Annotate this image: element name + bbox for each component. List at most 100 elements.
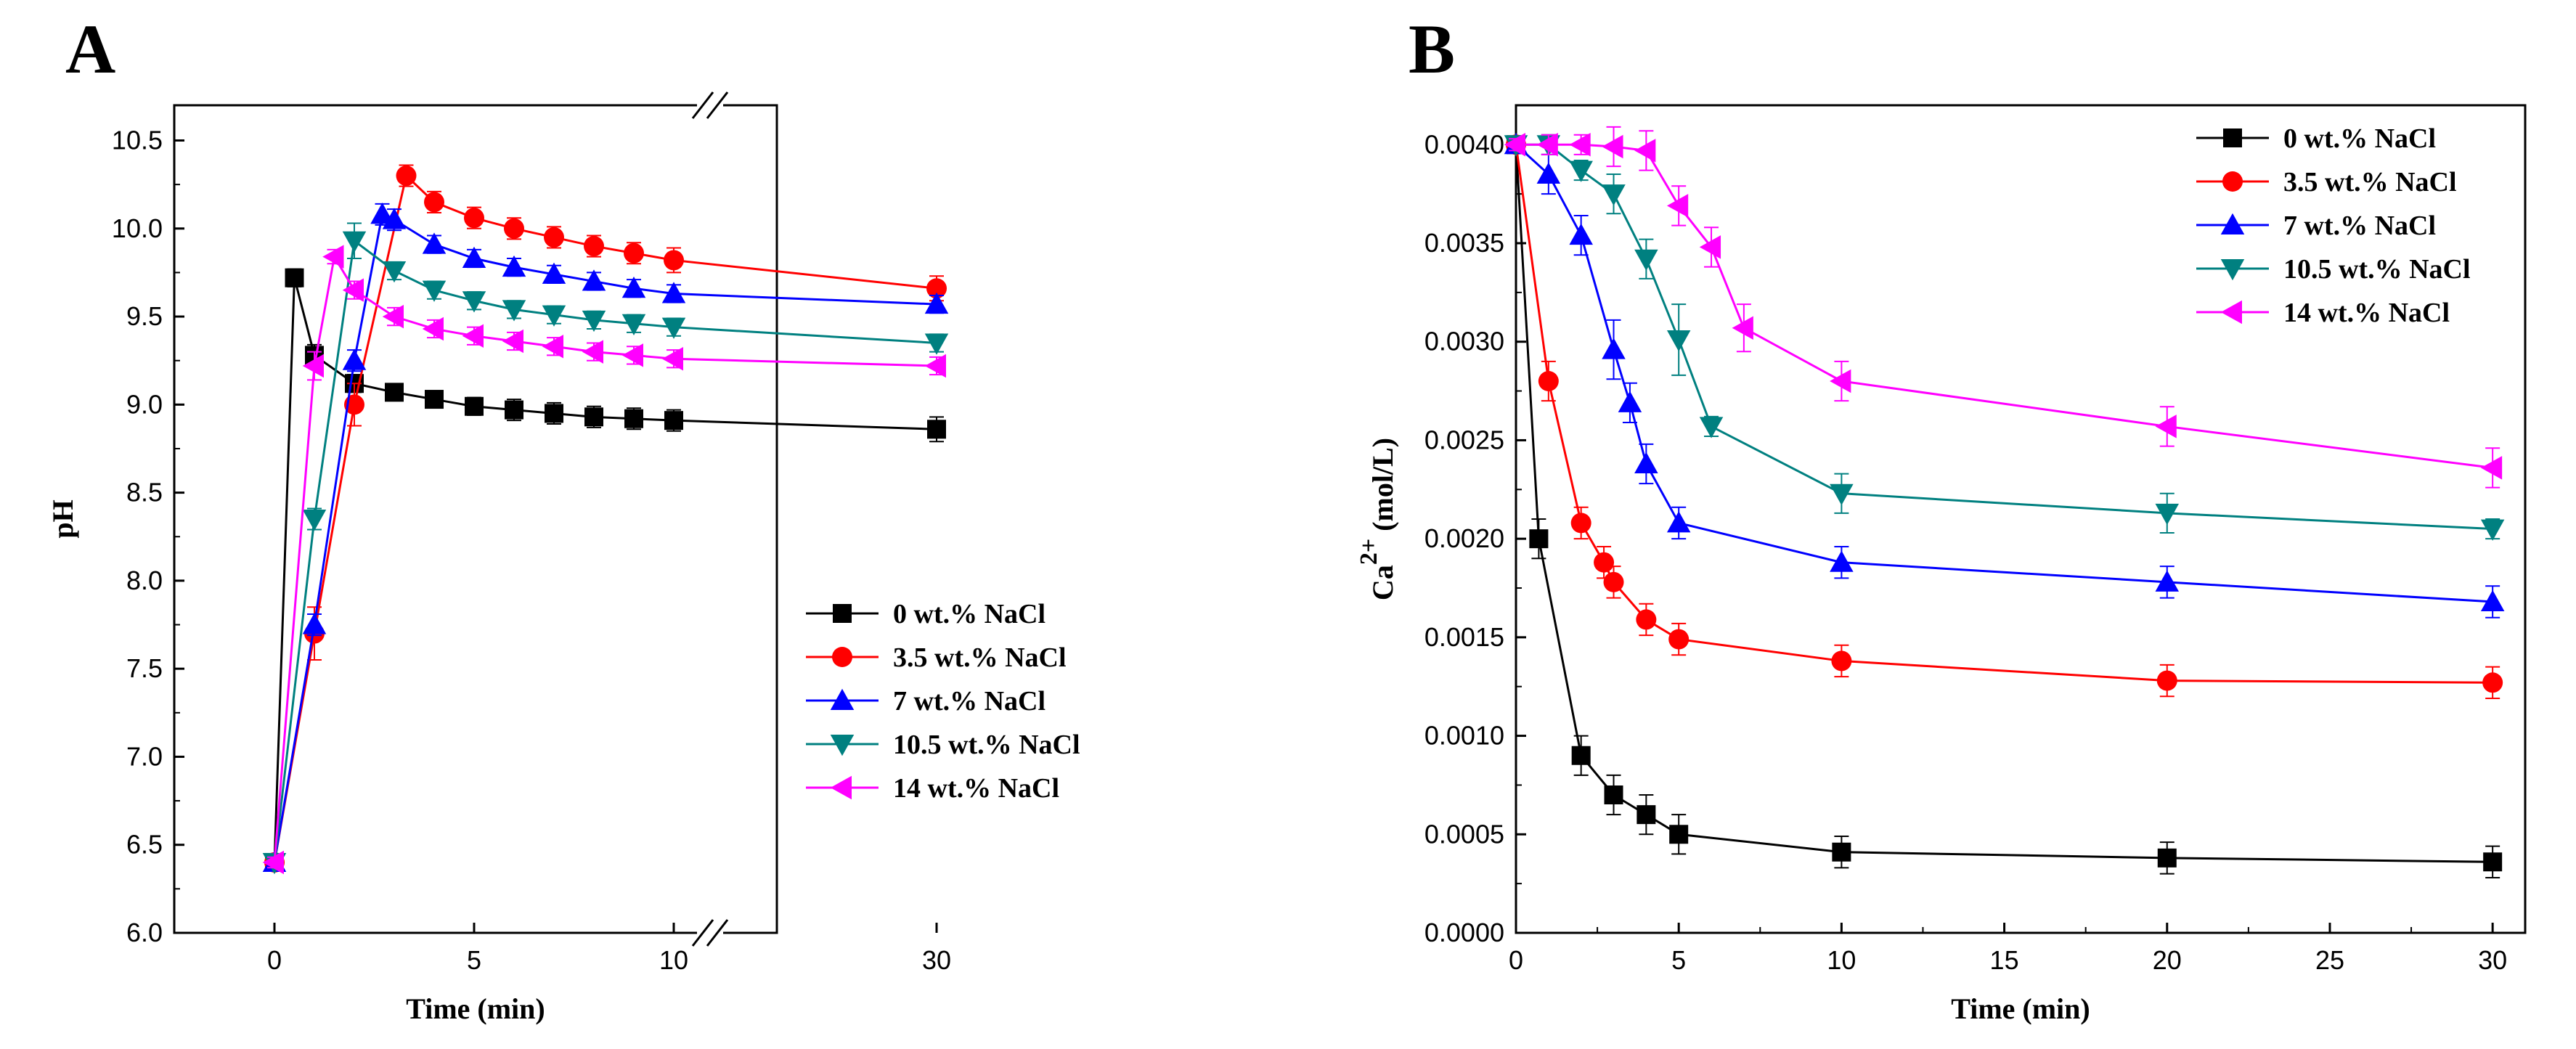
panel-a-xtick-label-2: 10 xyxy=(659,945,688,975)
panel-b-x-axis-title: Time (min) xyxy=(1951,992,2090,1025)
panel-a-series-7-wt-nacl xyxy=(262,203,949,872)
panel-a-legend-item-0-wt-nacl-label: 0 wt.% NaCl xyxy=(893,599,1046,629)
panel-a-ytick-label-8: 10.0 xyxy=(112,213,163,243)
panel-b-ytick-label-0: 0.0000 xyxy=(1424,918,1504,947)
panel-a-ytick-label-7: 9.5 xyxy=(126,301,163,331)
panel-a-series-10-5-wt-nacl-point-2 xyxy=(342,231,367,253)
panel-b-xtick-label-5: 25 xyxy=(2315,945,2344,975)
panel-b-series-7-wt-nacl-point-9 xyxy=(2480,589,2505,611)
panel-b-series-3-5-wt-nacl-point-3 xyxy=(1594,552,1615,573)
panel-a-series-14-wt-nacl-point-6 xyxy=(462,324,484,348)
panel-a-series-7-wt-nacl-point-9 xyxy=(582,269,606,291)
panel-b-series-14-wt-nacl-point-4 xyxy=(1634,139,1656,163)
panel-a-series-7-wt-nacl-point-7 xyxy=(502,255,526,277)
panel-b-series-14-wt-nacl-point-7 xyxy=(1732,316,1753,340)
panel-b-ytick-label-1: 0.0005 xyxy=(1424,819,1504,849)
panel-b-series-14-wt-nacl-point-10 xyxy=(2480,456,2503,480)
panel-b-series-10-5-wt-nacl-point-8 xyxy=(2155,503,2180,526)
panel-a-series-0-wt-nacl-point-9 xyxy=(584,407,603,427)
panel-a-series-14-wt-nacl-line xyxy=(273,253,937,863)
panel-a-xtick-label-0: 0 xyxy=(267,945,282,975)
panel-a-series-14-wt-nacl-point-2 xyxy=(322,245,344,269)
panel-b-series-7-wt-nacl xyxy=(1504,133,2505,619)
panel-b-series-14-wt-nacl-point-5 xyxy=(1666,194,1689,218)
panel-b-xtick-label-6: 30 xyxy=(2478,945,2507,975)
panel-a-series-10-5-wt-nacl-point-9 xyxy=(621,314,646,336)
panel-a-series-10-5-wt-nacl-point-3 xyxy=(382,261,407,283)
panel-a-series-0-wt-nacl-line xyxy=(273,277,937,863)
panel-b-series-7-wt-nacl-line xyxy=(1515,144,2493,603)
panel-b-series-3-5-wt-nacl-point-1 xyxy=(1538,371,1559,391)
panel-b-legend: 0 wt.% NaCl 3.5 wt.% NaCl 7 wt.% NaCl 10.5 … xyxy=(2196,123,2471,328)
panel-b-series-14-wt-nacl-point-6 xyxy=(1699,235,1721,259)
panel-b-series-0-wt-nacl-point-4 xyxy=(1637,805,1656,825)
panel-a-y-axis-title: pH xyxy=(46,499,79,538)
panel-a-series-7-wt-nacl-point-2 xyxy=(342,348,367,370)
panel-b-series-14-wt-nacl-point-0 xyxy=(1504,133,1525,157)
panel-a-series-14-wt-nacl-point-8 xyxy=(542,335,563,359)
panel-b-series-14-wt-nacl-point-8 xyxy=(1830,369,1851,393)
panel-b-series-0-wt-nacl-point-7 xyxy=(2157,848,2177,868)
panel-b-series-10-5-wt-nacl-point-3 xyxy=(1602,184,1626,206)
panel-a-legend-item-3-5-wt-nacl-marker xyxy=(832,647,852,667)
panel-b-series-10-5-wt-nacl-point-9 xyxy=(2480,519,2505,541)
panel-b-series-10-5-wt-nacl-point-2 xyxy=(1569,160,1593,182)
panel-a-series-14-wt-nacl-point-9 xyxy=(582,340,603,364)
panel-a-series-7-wt-nacl-point-5 xyxy=(422,232,447,254)
panel-a-series-14-wt-nacl-point-4 xyxy=(382,304,404,329)
panel-a-series-10-5-wt-nacl-point-10 xyxy=(661,317,686,339)
panel-b-series-14-wt-nacl-point-3 xyxy=(1602,134,1623,159)
panel-b-ytick-label-2: 0.0010 xyxy=(1424,721,1504,751)
panel-b-legend-item-3-5-wt-nacl-label: 3.5 wt.% NaCl xyxy=(2283,167,2457,197)
panel-b-xtick-label-0: 0 xyxy=(1509,945,1523,975)
panel-b-series-0-wt-nacl-point-5 xyxy=(1669,825,1689,844)
panel-label-b: B xyxy=(1409,10,1455,88)
panel-b-series-10-5-wt-nacl-line xyxy=(1516,143,2493,531)
panel-b-series-3-5-wt-nacl-line xyxy=(1515,144,2493,684)
panel-b-series-0-wt-nacl-point-8 xyxy=(2483,852,2503,872)
panel-b-ytick-label-4: 0.0020 xyxy=(1424,523,1504,553)
panel-a-ytick-label-0: 6.0 xyxy=(126,918,163,947)
panel-a-series-14-wt-nacl-point-12 xyxy=(924,354,946,378)
panel-a-ytick-label-6: 9.0 xyxy=(126,389,163,419)
panel-b-series-14-wt-nacl xyxy=(1504,126,2503,489)
panel-a-series-14-wt-nacl-point-3 xyxy=(342,278,364,302)
panel-a-series-0-wt-nacl-point-12 xyxy=(927,420,946,439)
panel-b-series-7-wt-nacl-point-1 xyxy=(1536,162,1561,184)
panel-b-series-0-wt-nacl-point-3 xyxy=(1604,785,1623,804)
panel-a-series-10-5-wt-nacl-point-4 xyxy=(422,280,447,302)
panel-a-series-0-wt-nacl-point-11 xyxy=(664,411,683,430)
chart-panel-a: 6.0 6.5 7.0 7.5 8.0 8.5 9.0 9.5 10.0 10.5 0 5 10 30 Ti… xyxy=(46,91,1080,1025)
panel-a-series-7-wt-nacl-point-8 xyxy=(542,262,566,284)
panel-a-legend-item-10-5-wt-nacl-marker xyxy=(830,735,855,756)
panel-a-series-14-wt-nacl-point-5 xyxy=(422,317,444,341)
panel-a-legend-item-10-5-wt-nacl-label: 10.5 wt.% NaCl xyxy=(893,730,1080,760)
panel-b-series-0-wt-nacl-point-2 xyxy=(1571,746,1591,765)
panel-b-series-3-5-wt-nacl-point-2 xyxy=(1570,513,1591,534)
panel-a-series-3-5-wt-nacl-point-7 xyxy=(544,226,564,248)
panel-b-series-3-5-wt-nacl-point-6 xyxy=(1668,629,1690,650)
panel-b-series-10-5-wt-nacl-point-5 xyxy=(1666,330,1691,352)
panel-a-series-7-wt-nacl-point-6 xyxy=(462,246,486,269)
panel-a-ytick-label-5: 8.5 xyxy=(126,478,163,507)
panel-a-series-10-5-wt-nacl-point-7 xyxy=(542,305,566,327)
panel-a-legend-item-14-wt-nacl-marker xyxy=(830,775,852,800)
panel-b-series-7-wt-nacl-point-5 xyxy=(1634,452,1658,473)
panel-b-series-10-5-wt-nacl-point-6 xyxy=(1699,417,1724,438)
panel-b-ytick-label-3: 0.0015 xyxy=(1424,622,1504,652)
panel-b-legend-item-10-5-wt-nacl-marker xyxy=(2220,259,2245,281)
panel-a-series-3-5-wt-nacl-point-9 xyxy=(624,242,644,264)
panel-b-xtick-label-4: 20 xyxy=(2153,945,2182,975)
panel-a-series-10-5-wt-nacl-point-11 xyxy=(924,333,949,355)
panel-a-break-mark-bottom-0 xyxy=(691,919,714,947)
panel-a-series-14-wt-nacl-point-11 xyxy=(661,347,683,371)
panel-a-series-7-wt-nacl-point-12 xyxy=(924,292,949,314)
panel-a-plot-frame xyxy=(173,104,778,934)
panel-a-series-10-5-wt-nacl-point-5 xyxy=(462,291,486,313)
panel-a-series-3-5-wt-nacl-point-5 xyxy=(464,208,484,229)
panel-a-series-14-wt-nacl-point-0 xyxy=(262,850,284,875)
panel-a-series-7-wt-nacl-point-3 xyxy=(370,203,394,224)
panel-b-series-0-wt-nacl-point-1 xyxy=(1529,529,1549,549)
panel-a-series-3-5-wt-nacl xyxy=(264,164,947,873)
